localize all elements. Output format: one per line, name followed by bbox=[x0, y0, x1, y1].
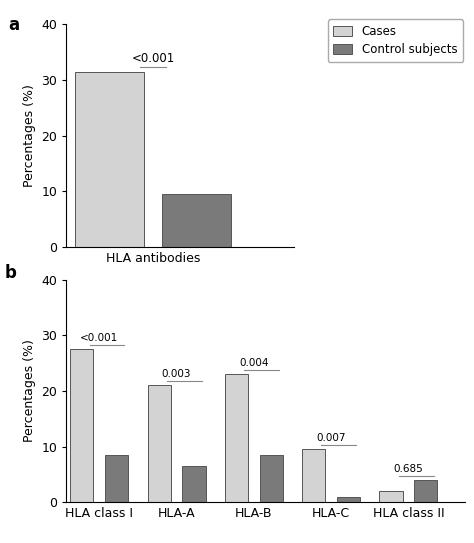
Bar bbox=[380, 491, 403, 502]
Bar bbox=[70, 349, 93, 502]
Text: 0.007: 0.007 bbox=[317, 433, 346, 443]
Y-axis label: Percentages (%): Percentages (%) bbox=[23, 84, 36, 187]
Text: 0.004: 0.004 bbox=[239, 358, 269, 368]
Bar bbox=[147, 386, 171, 502]
Bar bbox=[105, 455, 128, 502]
Y-axis label: Percentages (%): Percentages (%) bbox=[23, 339, 36, 443]
Bar bbox=[75, 72, 145, 247]
Bar bbox=[302, 450, 325, 502]
Text: <0.001: <0.001 bbox=[131, 52, 174, 65]
Bar bbox=[182, 466, 206, 502]
Bar bbox=[414, 480, 438, 502]
Text: <0.001: <0.001 bbox=[80, 333, 118, 343]
Text: 0.685: 0.685 bbox=[393, 464, 423, 474]
Bar bbox=[260, 455, 283, 502]
Bar bbox=[162, 194, 231, 247]
Bar bbox=[225, 374, 248, 502]
Bar bbox=[337, 497, 360, 502]
Legend: Cases, Control subjects: Cases, Control subjects bbox=[328, 20, 464, 62]
Text: 0.003: 0.003 bbox=[162, 369, 191, 379]
Text: a: a bbox=[9, 16, 19, 34]
Text: b: b bbox=[5, 264, 17, 282]
